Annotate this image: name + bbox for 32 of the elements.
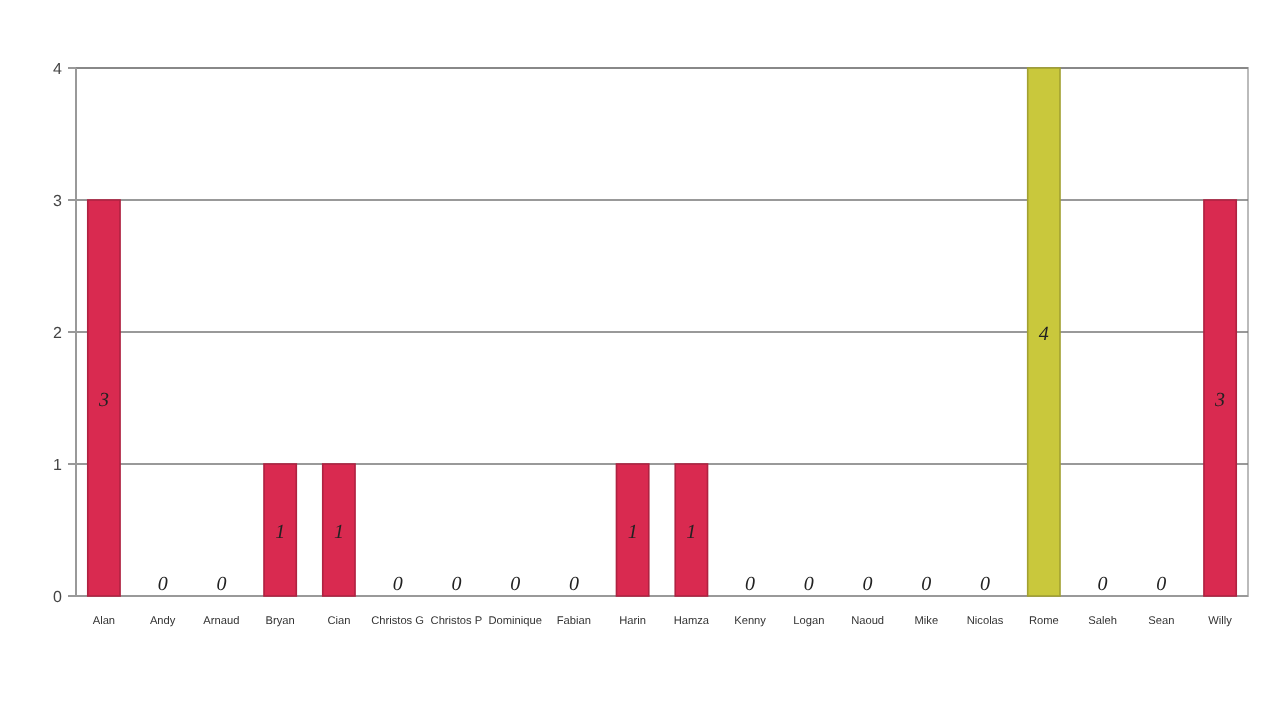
data-label: 0 <box>921 574 932 596</box>
bar <box>1026 67 1061 597</box>
data-label: 4 <box>1038 324 1049 346</box>
bar <box>1203 199 1238 597</box>
data-label: 0 <box>451 574 462 596</box>
data-label: 0 <box>568 574 579 596</box>
data-label: 0 <box>1156 574 1167 596</box>
data-label: 1 <box>275 522 286 544</box>
data-label: 3 <box>96 390 109 412</box>
data-label: 0 <box>510 574 521 596</box>
bar <box>321 463 356 597</box>
data-label: 1 <box>686 522 697 544</box>
data-label: 0 <box>1097 574 1108 596</box>
data-label: 1 <box>333 522 344 544</box>
data-label: 0 <box>862 574 873 596</box>
y-tick-label: 2 <box>53 324 64 342</box>
data-label: 0 <box>980 574 991 596</box>
data-label: 3 <box>1213 390 1226 412</box>
bar <box>86 199 121 597</box>
data-label: 1 <box>627 522 638 544</box>
y-tick-label: 0 <box>53 588 64 606</box>
data-label: 0 <box>745 574 756 596</box>
bar <box>263 463 298 597</box>
data-label: 0 <box>392 574 403 596</box>
bar <box>615 463 650 597</box>
y-tick-label: 3 <box>53 192 64 210</box>
data-label: 0 <box>803 574 814 596</box>
y-tick-label: 1 <box>53 456 64 474</box>
data-label: 0 <box>216 574 227 596</box>
bar <box>674 463 709 597</box>
data-label: 0 <box>157 574 168 596</box>
y-tick-label: 4 <box>53 60 64 78</box>
